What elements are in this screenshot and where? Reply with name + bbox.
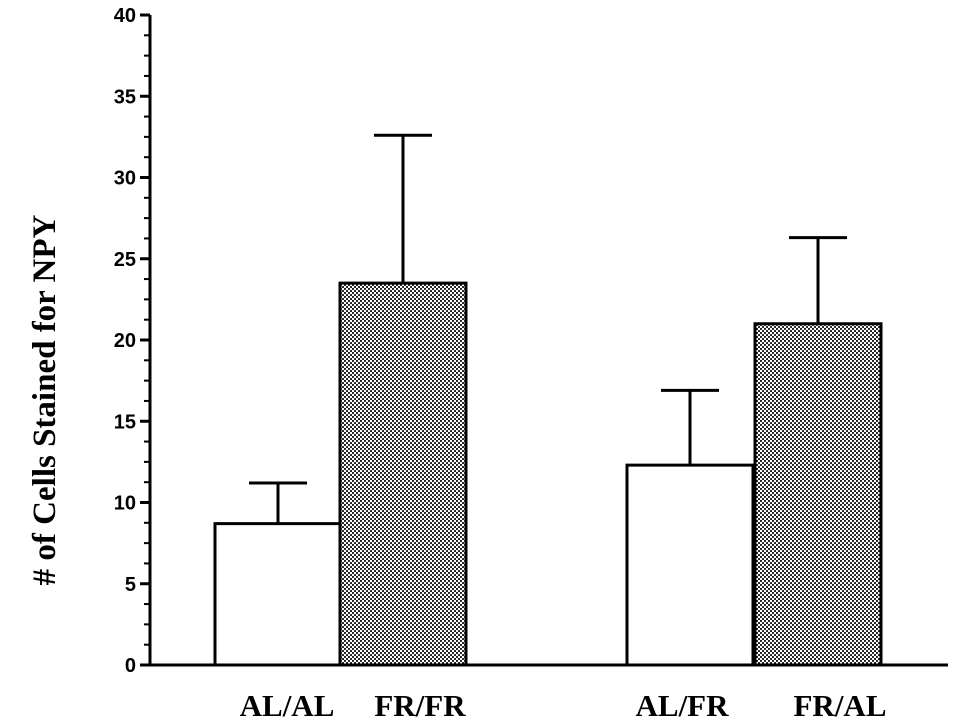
y-tick-label: 15 xyxy=(114,411,136,433)
bar-al-fr xyxy=(625,463,755,667)
category-label-al-fr: AL/FR xyxy=(636,688,730,723)
y-tick-label: 5 xyxy=(125,574,136,596)
bar-al-al xyxy=(213,522,343,667)
y-tick-label: 30 xyxy=(114,168,136,190)
y-tick-label: 0 xyxy=(125,655,136,677)
y-tick-label: 25 xyxy=(114,249,136,271)
bar-fr-al xyxy=(753,322,883,667)
category-label-fr-al: FR/AL xyxy=(794,688,887,723)
y-tick-label: 40 xyxy=(114,5,136,27)
category-label-al-al: AL/AL xyxy=(240,688,335,723)
category-label-fr-fr: FR/FR xyxy=(374,688,466,723)
y-tick-label: 20 xyxy=(114,330,136,352)
y-tick-label: 35 xyxy=(114,86,136,108)
y-tick-label: 10 xyxy=(114,493,136,515)
y-axis-label: # of Cells Stained for NPY xyxy=(27,215,63,586)
bar-fr-fr xyxy=(338,281,468,667)
